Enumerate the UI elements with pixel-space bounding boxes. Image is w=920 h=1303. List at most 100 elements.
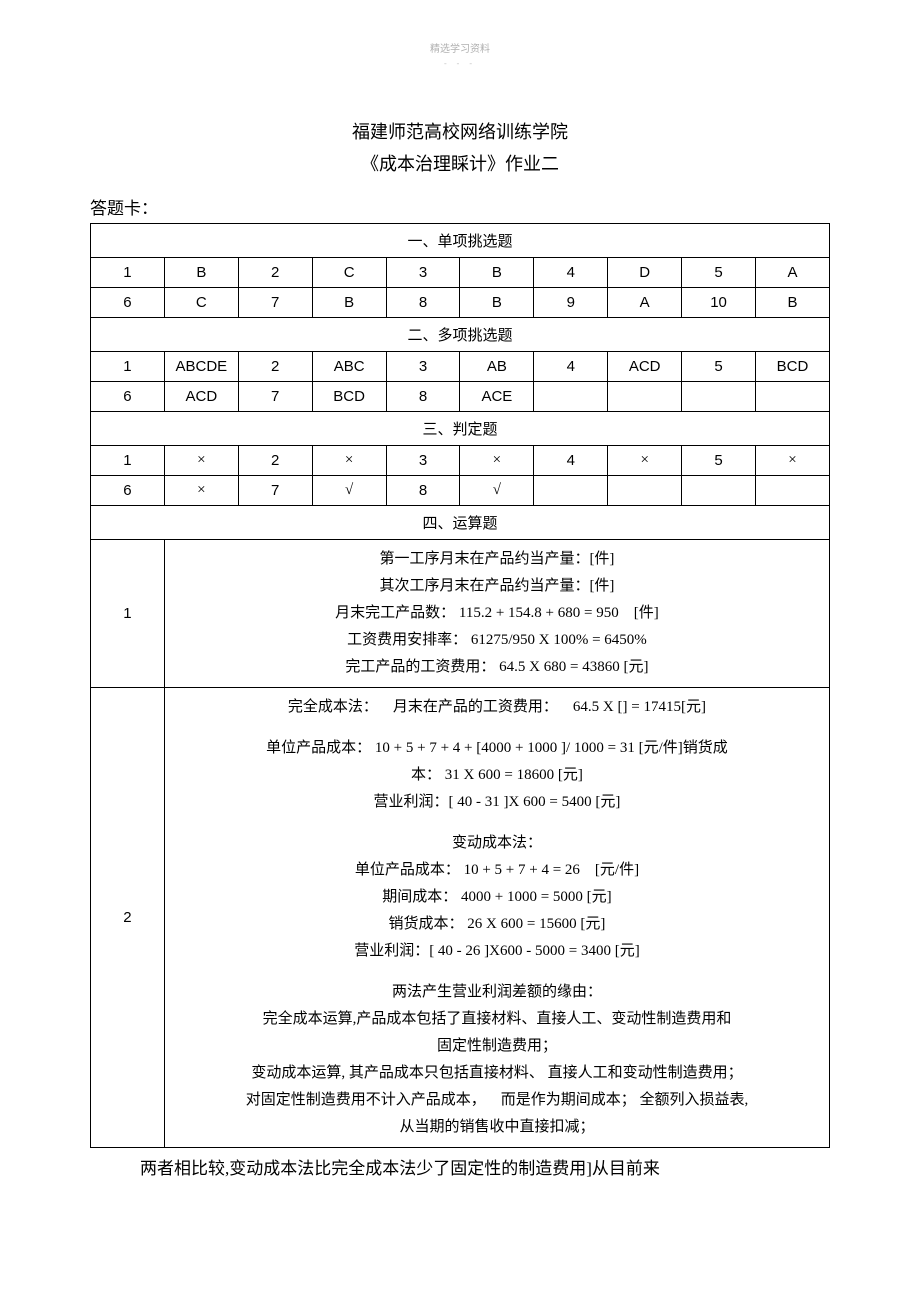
q-num: 10 — [682, 288, 756, 318]
calc-line: 完全成本法： 月末在产品的工资费用： 64.5 X [] = 17415[元] — [169, 694, 825, 721]
q-num: 2 — [238, 446, 312, 476]
q-num: 6 — [91, 382, 165, 412]
calc-num-2: 2 — [91, 688, 165, 1148]
q-ans: ABC — [312, 352, 386, 382]
table-row: 6 C 7 B 8 B 9 A 10 B — [91, 288, 830, 318]
calc-content-2: 完全成本法： 月末在产品的工资费用： 64.5 X [] = 17415[元] … — [164, 688, 829, 1148]
q-num: 3 — [386, 446, 460, 476]
q-ans: × — [164, 476, 238, 506]
table-row: 6 ACD 7 BCD 8 ACE — [91, 382, 830, 412]
page-subtitle: 《成本治理睬计》作业二 — [90, 150, 830, 176]
q-num: 4 — [534, 258, 608, 288]
q-ans: C — [312, 258, 386, 288]
q-ans: √ — [460, 476, 534, 506]
q-ans: B — [312, 288, 386, 318]
q-ans: × — [460, 446, 534, 476]
calc-line: 期间成本： 4000 + 1000 = 5000 [元] — [169, 884, 825, 911]
q-ans: × — [312, 446, 386, 476]
q-num: 8 — [386, 476, 460, 506]
header-dash: - - - — [90, 59, 830, 68]
calc-line: 销货成本： 26 X 600 = 15600 [元] — [169, 911, 825, 938]
q-num: 6 — [91, 476, 165, 506]
table-row: 1 B 2 C 3 B 4 D 5 A — [91, 258, 830, 288]
q-ans: ABCDE — [164, 352, 238, 382]
q-ans: B — [756, 288, 830, 318]
q-num: 6 — [91, 288, 165, 318]
q-num: 2 — [238, 258, 312, 288]
q-ans: B — [460, 258, 534, 288]
q-ans: BCD — [756, 352, 830, 382]
q-ans: ACD — [608, 352, 682, 382]
calc-line: 工资费用安排率： 61275/950 X 100% = 6450% — [169, 627, 825, 654]
calc-line: 第一工序月末在产品约当产量：[件] — [169, 546, 825, 573]
q-num — [534, 476, 608, 506]
q-ans — [608, 382, 682, 412]
q-ans: × — [756, 446, 830, 476]
q-num: 4 — [534, 352, 608, 382]
section3-label: 三、判定题 — [91, 412, 830, 446]
q-ans: × — [164, 446, 238, 476]
q-num: 1 — [91, 446, 165, 476]
calc-line: 营业利润：[ 40 - 31 ]X 600 = 5400 [元] — [169, 789, 825, 816]
q-num: 3 — [386, 352, 460, 382]
q-num: 2 — [238, 352, 312, 382]
calc-row-1: 1 第一工序月末在产品约当产量：[件] 其次工序月末在产品约当产量：[件] 月末… — [91, 540, 830, 688]
q-ans: C — [164, 288, 238, 318]
q-ans: B — [460, 288, 534, 318]
calc-line: 营业利润：[ 40 - 26 ]X600 - 5000 = 3400 [元] — [169, 938, 825, 965]
calc-line: 其次工序月末在产品约当产量：[件] — [169, 573, 825, 600]
calc-line: 单位产品成本： 10 + 5 + 7 + 4 + [4000 + 1000 ]/… — [169, 735, 825, 762]
q-num: 7 — [238, 382, 312, 412]
table-row: 1 ABCDE 2 ABC 3 AB 4 ACD 5 BCD — [91, 352, 830, 382]
q-ans: A — [608, 288, 682, 318]
calc-line: 单位产品成本： 10 + 5 + 7 + 4 = 26 [元/件] — [169, 857, 825, 884]
calc-line: 完工产品的工资费用： 64.5 X 680 = 43860 [元] — [169, 654, 825, 681]
q-num: 5 — [682, 258, 756, 288]
table-row: 6 × 7 √ 8 √ — [91, 476, 830, 506]
calc-content-1: 第一工序月末在产品约当产量：[件] 其次工序月末在产品约当产量：[件] 月末完工… — [164, 540, 829, 688]
answer-table: 一、单项挑选题 1 B 2 C 3 B 4 D 5 A 6 C 7 B 8 B … — [90, 223, 830, 1148]
q-ans: AB — [460, 352, 534, 382]
q-ans: D — [608, 258, 682, 288]
answer-card-label: 答题卡： — [90, 194, 830, 219]
q-num: 4 — [534, 446, 608, 476]
calc-line: 从当期的销售收中直接扣减； — [169, 1114, 825, 1141]
q-num: 7 — [238, 476, 312, 506]
calc-line: 变动成本法： — [169, 830, 825, 857]
q-num — [682, 476, 756, 506]
calc-num-1: 1 — [91, 540, 165, 688]
q-num: 8 — [386, 382, 460, 412]
section4-label: 四、运算题 — [91, 506, 830, 540]
q-num: 5 — [682, 446, 756, 476]
table-row: 1 × 2 × 3 × 4 × 5 × — [91, 446, 830, 476]
calc-line: 完全成本运算,产品成本包括了直接材料、直接人工、变动性制造费用和 — [169, 1006, 825, 1033]
q-ans: √ — [312, 476, 386, 506]
q-num: 5 — [682, 352, 756, 382]
q-ans: ACD — [164, 382, 238, 412]
calc-line: 两法产生营业利润差额的缘由： — [169, 979, 825, 1006]
calc-line: 月末完工产品数： 115.2 + 154.8 + 680 = 950 [件] — [169, 600, 825, 627]
q-ans: A — [756, 258, 830, 288]
q-ans: × — [608, 446, 682, 476]
q-num — [682, 382, 756, 412]
header-small-text: 精选学习资料 — [90, 40, 830, 55]
q-ans — [756, 382, 830, 412]
calc-line: 变动成本运算, 其产品成本只包括直接材料、 直接人工和变动性制造费用； — [169, 1060, 825, 1087]
footer-line: 两者相比较,变动成本法比完全成本法少了固定性的制造费用]从目前来 — [90, 1154, 830, 1185]
calc-line: 固定性制造费用； — [169, 1033, 825, 1060]
section2-label: 二、多项挑选题 — [91, 318, 830, 352]
q-num: 3 — [386, 258, 460, 288]
q-num: 9 — [534, 288, 608, 318]
q-num: 7 — [238, 288, 312, 318]
q-num — [534, 382, 608, 412]
calc-line: 对固定性制造费用不计入产品成本， 而是作为期间成本； 全额列入损益表, — [169, 1087, 825, 1114]
calc-row-2: 2 完全成本法： 月末在产品的工资费用： 64.5 X [] = 17415[元… — [91, 688, 830, 1148]
q-ans — [756, 476, 830, 506]
q-ans: B — [164, 258, 238, 288]
page-title: 福建师范高校网络训练学院 — [90, 118, 830, 144]
q-ans: BCD — [312, 382, 386, 412]
q-num: 1 — [91, 258, 165, 288]
q-ans: ACE — [460, 382, 534, 412]
q-ans — [608, 476, 682, 506]
calc-line: 本： 31 X 600 = 18600 [元] — [169, 762, 825, 789]
